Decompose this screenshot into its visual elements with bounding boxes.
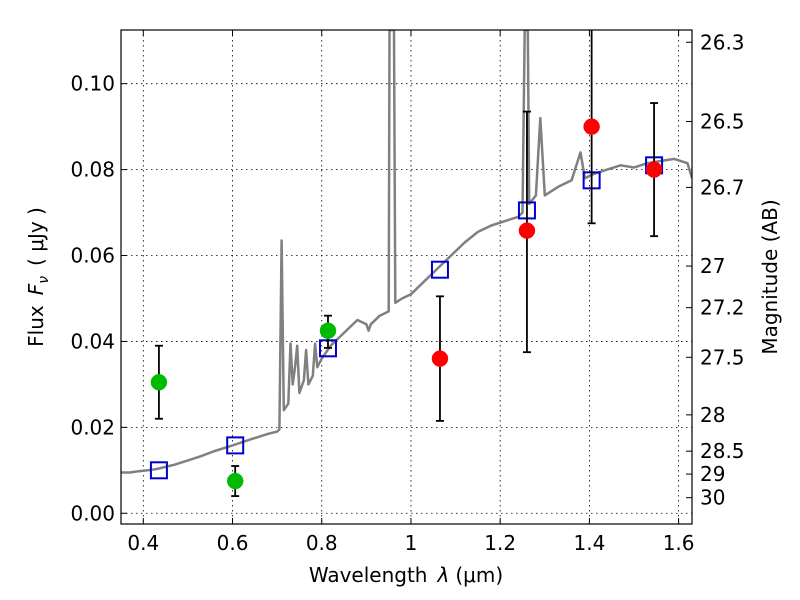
- x-axis-title-symbol: λ: [437, 563, 450, 587]
- y2-tick-label: 27.2: [700, 296, 745, 320]
- x-axis-title: Wavelength λ (μm): [309, 563, 503, 587]
- x-tick-label: 1.4: [573, 531, 605, 555]
- y2-tick-label: 28.5: [700, 439, 745, 463]
- model-photometry-square: [149, 461, 168, 480]
- y2-tick-label: 26.3: [700, 30, 745, 54]
- y-axis-title-unit: ( μJy ): [24, 207, 48, 266]
- x-tick-label: 1: [405, 531, 418, 555]
- x-tick-label: 1.6: [663, 531, 695, 555]
- x-axis-title-unit: (μm): [455, 563, 503, 587]
- detection-point: [319, 322, 337, 339]
- series-layer: [121, 30, 692, 497]
- detection-point: [431, 350, 449, 367]
- y-tick-label: 0.00: [70, 501, 115, 525]
- x-tick-label: 0.8: [306, 531, 338, 555]
- y-tick-label: 0.02: [70, 415, 115, 439]
- x-tick-label: 0.6: [217, 531, 249, 555]
- y2-tick-label: 28: [700, 403, 725, 427]
- x-axis-title-prefix: Wavelength: [309, 563, 428, 587]
- y2-tick-label: 26.7: [700, 175, 745, 199]
- y2-tick-label: 27: [700, 254, 725, 278]
- x-tick-label: 0.4: [127, 531, 159, 555]
- y2-tick-label: 29: [700, 462, 725, 486]
- detection-point: [583, 118, 600, 135]
- plot-frame: [120, 29, 693, 525]
- y2-tick-label: 26.5: [700, 109, 745, 133]
- y-axis-title-subscript: ν: [36, 276, 52, 284]
- detection-point: [645, 161, 663, 178]
- model-photometry-square: [430, 260, 449, 279]
- y2-tick-label: 30: [700, 486, 725, 510]
- y-axis-title-prefix: Flux: [24, 305, 48, 347]
- spectrum-line: [121, 30, 692, 474]
- y2-tick-label: 27.5: [700, 345, 745, 369]
- y-tick-label: 0.08: [70, 158, 115, 182]
- y-tick-label: 0.06: [70, 244, 115, 268]
- series-clip-group: [121, 30, 692, 497]
- x-tick-label: 1.2: [484, 531, 516, 555]
- y-axis-title: Flux Fν ( μJy ): [24, 207, 52, 347]
- y-tick-label: 0.04: [70, 329, 115, 353]
- grid: [121, 30, 692, 524]
- detection-point: [150, 373, 168, 391]
- detection-point: [518, 222, 536, 239]
- y-tick-label: 0.10: [70, 72, 115, 96]
- plot-area-background: [121, 30, 692, 524]
- y2-axis-title: Magnitude (AB): [758, 199, 782, 354]
- ticks: 0.4 0.6 0.8 1 1.2 1.4 1.6 0.00 0.02 0.04 0.06 0.08 0…: [70, 30, 745, 555]
- model-photometry-square: [226, 436, 245, 455]
- detection-point: [226, 472, 244, 490]
- y-axis-title-symbol: F: [24, 283, 48, 295]
